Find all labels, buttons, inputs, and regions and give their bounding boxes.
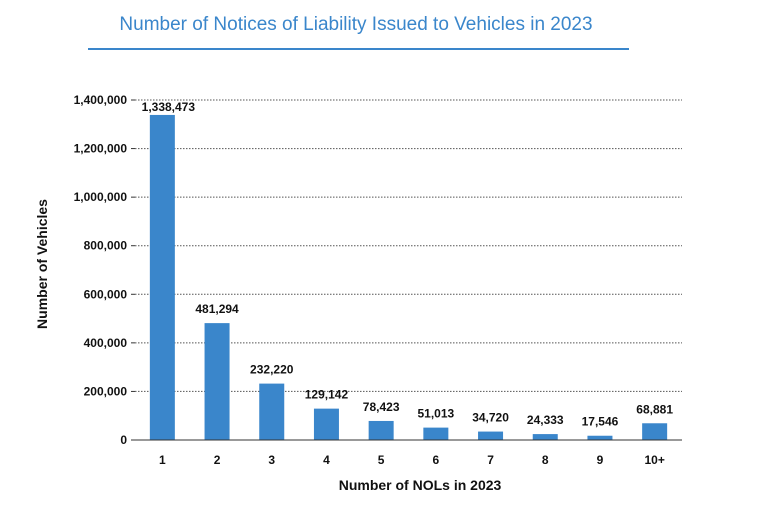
data-label: 78,423 — [363, 400, 400, 414]
y-tick-label: 600,000 — [84, 287, 128, 301]
data-label: 232,220 — [250, 363, 294, 377]
bar-9 — [587, 435, 613, 440]
x-tick-label: 3 — [268, 453, 275, 467]
x-axis-label: Number of NOLs in 2023 — [339, 477, 502, 493]
data-label: 34,720 — [472, 411, 509, 425]
data-label: 17,546 — [582, 415, 619, 429]
bar-2 — [204, 323, 230, 440]
y-tick-label: 1,000,000 — [74, 190, 128, 204]
y-axis-label: Number of Vehicles — [34, 199, 50, 329]
y-tick-label: 400,000 — [84, 336, 128, 350]
bar-7 — [478, 431, 504, 440]
x-tick-label: 1 — [159, 453, 166, 467]
y-tick-label: 0 — [120, 433, 127, 447]
bars — [149, 114, 668, 441]
x-tick-label: 9 — [597, 453, 604, 467]
x-tick-label: 5 — [378, 453, 385, 467]
data-label: 51,013 — [417, 407, 454, 421]
bar-6 — [423, 427, 449, 440]
data-label: 1,338,473 — [142, 100, 196, 114]
data-label: 68,881 — [636, 402, 673, 416]
y-axis-ticks: 0 200,000 400,000 600,000 800,000 1,000,000 1,… — [74, 93, 135, 447]
y-tick-label: 200,000 — [84, 384, 128, 398]
x-tick-label: 7 — [487, 453, 494, 467]
x-tick-label: 4 — [323, 453, 330, 467]
x-tick-label: 6 — [433, 453, 440, 467]
x-tick-label: 8 — [542, 453, 549, 467]
x-tick-label: 10+ — [644, 453, 664, 467]
data-label: 24,333 — [527, 413, 564, 427]
y-tick-label: 1,200,000 — [74, 142, 128, 156]
data-label: 481,294 — [195, 302, 239, 316]
x-axis-ticks: 1 2 3 4 5 6 7 8 9 10+ — [159, 453, 665, 467]
y-tick-label: 1,400,000 — [74, 93, 128, 107]
title-underline — [88, 48, 629, 50]
data-labels: 1,338,473 481,294 232,220 129,142 78,423 51,0… — [142, 100, 674, 429]
bar-4 — [313, 408, 339, 440]
bar-5 — [368, 420, 394, 440]
bar-1 — [149, 114, 175, 441]
data-label: 129,142 — [305, 388, 349, 402]
y-tick-label: 800,000 — [84, 239, 128, 253]
bar-8 — [532, 434, 558, 440]
bar-10+ — [642, 423, 668, 440]
chart-title: Number of Notices of Liability Issued to… — [119, 14, 593, 35]
x-tick-label: 2 — [214, 453, 221, 467]
bar-3 — [259, 383, 285, 440]
